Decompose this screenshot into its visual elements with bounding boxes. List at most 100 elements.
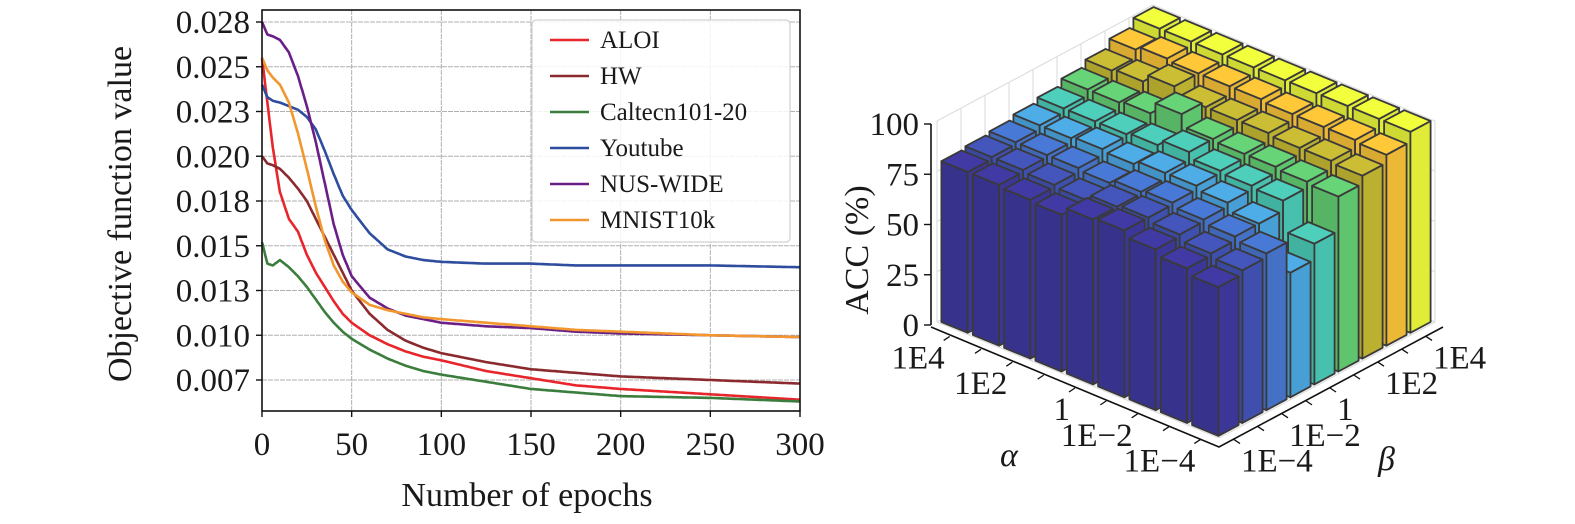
bar-face-top <box>1084 48 1133 72</box>
y-tick-label: 0.010 <box>176 318 250 354</box>
alpha-tick-label: 1E−2 <box>1061 418 1133 454</box>
y-tick-label: 0.018 <box>176 184 250 220</box>
alpha-tick-label: 1E−4 <box>1124 444 1196 480</box>
bar-face-top <box>1195 31 1244 56</box>
bar-face-top <box>1241 110 1290 134</box>
alpha-tick-label: 1E4 <box>891 340 944 376</box>
y-tick-label: 0.020 <box>176 139 250 175</box>
bar-face-top <box>1067 98 1117 123</box>
bar-face-top <box>1139 36 1189 60</box>
y-axis-ticks: 0.028 0.025 0.023 0.020 0.018 0.015 0.013 0.010… <box>176 5 262 399</box>
beta-tick-label: 1E−4 <box>1241 444 1313 480</box>
bar-face-top <box>1027 162 1076 186</box>
legend-label: ALOI <box>600 27 660 54</box>
bar-face-top <box>1128 226 1177 251</box>
series-line-aloi <box>260 57 801 401</box>
x-tick-label: 250 <box>686 427 736 463</box>
bar-face-top <box>1239 230 1288 255</box>
bar-face-top <box>1335 153 1384 177</box>
z-axis-label: ACC (%) <box>839 185 876 314</box>
bar-face-top <box>1209 97 1259 121</box>
x-tick-label: 200 <box>596 427 646 463</box>
bar-face-top <box>1169 163 1218 187</box>
floor-gridline <box>1218 321 1436 439</box>
x-tick-label: 150 <box>506 427 556 463</box>
series-line-mnist10k <box>260 57 801 339</box>
bar-face-top <box>1003 177 1052 201</box>
beta-tick <box>1233 439 1241 445</box>
bar-face-top <box>1303 138 1353 162</box>
bar-face-top <box>1383 109 1432 133</box>
bar-face-top <box>1163 19 1213 43</box>
bar-face-right <box>1313 231 1336 386</box>
bar-face-top <box>1036 85 1085 110</box>
bar-face-right <box>1409 120 1432 334</box>
bar-face-right <box>1289 260 1312 399</box>
bar-face-top <box>1171 50 1220 75</box>
legend-label: MNIST10k <box>600 207 716 234</box>
bar-face-top <box>1089 184 1139 208</box>
alpha-tick <box>1099 400 1107 406</box>
bar-face-left <box>1128 237 1157 412</box>
alpha-tick <box>1131 413 1139 419</box>
x-tick-label: 100 <box>417 427 467 463</box>
beta-tick <box>1329 387 1337 393</box>
legend: ALOI HW Caltecn101-20 Youtube NUS-WIDE MNIST1… <box>531 19 791 243</box>
bar-face-top <box>1159 245 1209 270</box>
bar-face-right <box>1361 163 1384 360</box>
y-tick-label: 0.013 <box>176 274 250 310</box>
bar-face-top <box>1224 163 1273 187</box>
beta-tick <box>1377 361 1385 367</box>
bar-face-top <box>1113 169 1163 193</box>
bar-face-top <box>1176 196 1225 221</box>
x-tick-label: 0 <box>254 427 271 463</box>
bar-face-top <box>1147 63 1196 88</box>
bar-face-top <box>964 134 1013 159</box>
bar-face-top <box>1272 125 1321 149</box>
series-lines <box>260 21 801 403</box>
bar-face-top <box>1019 132 1069 157</box>
alpha-tick-label: 1E2 <box>954 366 1007 402</box>
bar-face-top <box>1154 91 1203 115</box>
beta-tick-label: 1E−2 <box>1289 418 1361 454</box>
bar-face-top <box>1152 211 1201 236</box>
z-tick-label: 0 <box>903 308 920 344</box>
bar-face-top <box>1311 174 1360 198</box>
y-tick-label: 0.025 <box>176 50 250 86</box>
bar-face-top <box>1265 91 1314 115</box>
bar-face-top <box>1121 194 1170 219</box>
bar-face-top <box>1091 79 1141 104</box>
y-tick-label: 0.028 <box>176 5 250 41</box>
bar-face-right <box>1337 184 1360 373</box>
x-axis-ticks: 0 50 100 150 200 250 300 <box>254 411 825 463</box>
y-axis-label: Objective function value <box>102 46 139 382</box>
beta-tick <box>1401 348 1409 354</box>
z-tick-label: 75 <box>886 157 919 193</box>
bar-face-top <box>1145 180 1194 204</box>
bar-face-top <box>1191 264 1240 289</box>
alpha-tick <box>1193 439 1201 445</box>
alpha-tick <box>943 335 951 341</box>
bar-face-right <box>1385 142 1408 347</box>
bar-face-top <box>1097 207 1146 232</box>
bar-face-left <box>1097 218 1126 399</box>
alpha-axis-label: α <box>1000 437 1019 474</box>
alpha-tick <box>1162 426 1170 432</box>
beta-tick <box>1305 400 1313 406</box>
bar-face-top <box>1215 247 1264 272</box>
bar-face-top <box>1296 104 1345 128</box>
bar-face-top <box>1012 102 1061 127</box>
beta-axis-label: β <box>1377 441 1395 478</box>
bar-face-top <box>1202 63 1251 88</box>
bar-face-top <box>988 119 1037 144</box>
x-tick-label: 300 <box>775 427 825 463</box>
bar-face-top <box>1255 178 1305 202</box>
bar-face-right <box>1241 258 1264 424</box>
bar-face-top <box>1060 66 1109 91</box>
beta-tick-label: 1E4 <box>1433 340 1486 376</box>
bar-face-top <box>1132 6 1181 30</box>
series-line-hw <box>260 155 801 385</box>
bar-face-top <box>1183 230 1233 255</box>
